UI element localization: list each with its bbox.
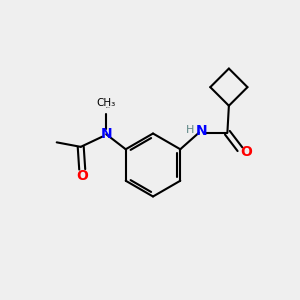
Text: N: N: [100, 127, 112, 141]
Text: O: O: [240, 145, 252, 159]
Text: H: H: [186, 125, 195, 135]
Text: methyl: methyl: [106, 107, 111, 108]
Text: N: N: [196, 124, 208, 138]
Text: CH₃: CH₃: [97, 98, 116, 108]
Text: O: O: [76, 169, 88, 183]
